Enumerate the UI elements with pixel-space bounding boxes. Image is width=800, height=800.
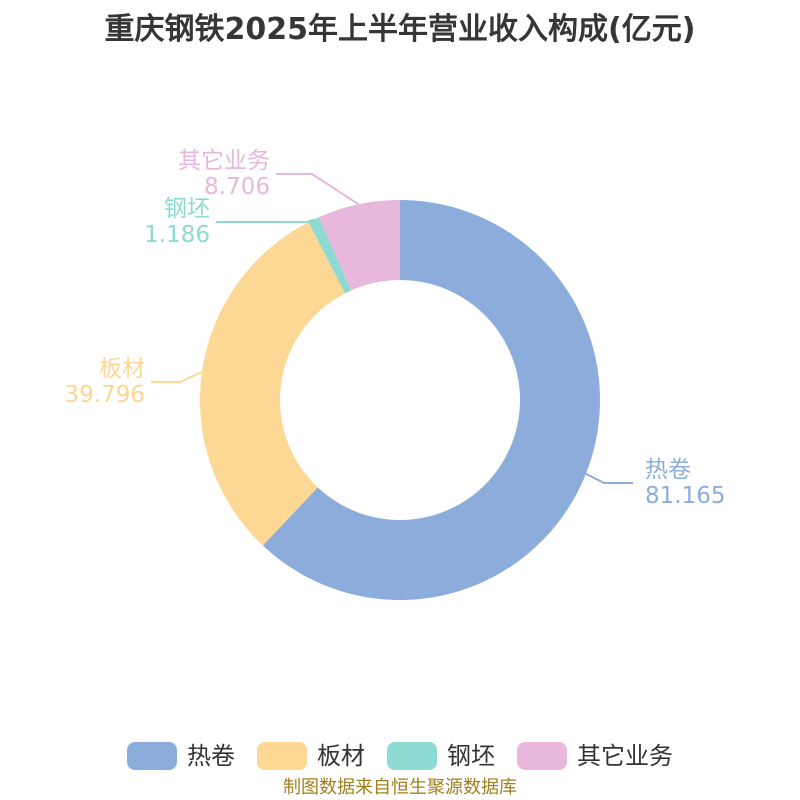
slice-value-1: 39.796 <box>65 382 145 408</box>
leader-line-2 <box>216 218 314 223</box>
legend-swatch-1 <box>257 742 307 770</box>
legend-swatch-2 <box>387 742 437 770</box>
slice-value-0: 81.165 <box>645 483 725 509</box>
slice-value-2: 1.186 <box>144 222 210 248</box>
slice-name-0: 热卷 <box>645 457 691 483</box>
legend-label-0: 热卷 <box>187 742 235 770</box>
pie-slice-0 <box>262 200 600 600</box>
legend-label-2: 钢坯 <box>447 742 495 770</box>
pie-slice-3 <box>318 200 400 291</box>
slice-name-1: 板材 <box>99 356 145 382</box>
leader-line-1 <box>151 371 203 383</box>
legend-label-3: 其它业务 <box>577 742 673 770</box>
slice-value-3: 8.706 <box>204 174 270 200</box>
slice-name-3: 其它业务 <box>178 148 270 174</box>
legend-item-1: 板材 <box>257 742 365 770</box>
legend-swatch-0 <box>127 742 177 770</box>
legend-item-2: 钢坯 <box>387 742 495 770</box>
legend-label-1: 板材 <box>317 742 365 770</box>
leader-line-3 <box>276 173 360 206</box>
slice-name-2: 钢坯 <box>164 196 210 222</box>
pie-slice-2 <box>308 217 352 294</box>
pie-slice-1 <box>199 222 346 546</box>
leader-line-0 <box>585 472 633 484</box>
chart-title: 重庆钢铁2025年上半年营业收入构成(亿元) <box>104 12 696 47</box>
legend: 热卷 板材 钢坯 其它业务 <box>0 742 800 770</box>
legend-swatch-3 <box>517 742 567 770</box>
legend-item-0: 热卷 <box>127 742 235 770</box>
data-source-note: 制图数据来自恒生聚源数据库 <box>283 777 517 798</box>
legend-item-3: 其它业务 <box>517 742 673 770</box>
